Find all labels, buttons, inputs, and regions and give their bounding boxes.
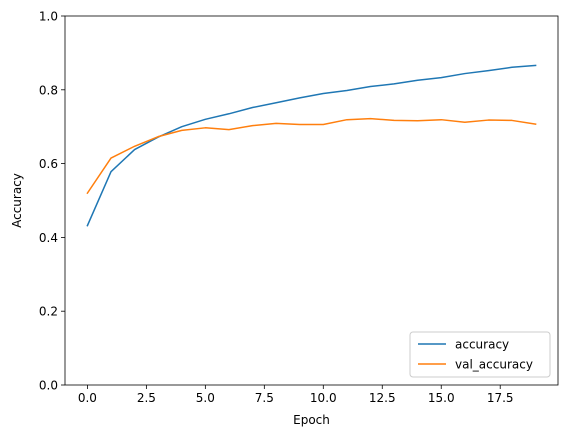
y-tick-label: 0.2	[39, 305, 58, 319]
y-tick-label: 0.0	[39, 379, 58, 393]
legend-label-accuracy: accuracy	[455, 338, 509, 352]
y-tick-label: 1.0	[39, 10, 58, 24]
x-tick-label: 17.5	[487, 391, 514, 405]
x-tick-label: 12.5	[369, 391, 396, 405]
y-axis-label: Accuracy	[10, 173, 24, 228]
y-tick-label: 0.4	[39, 231, 58, 245]
legend-label-val-accuracy: val_accuracy	[455, 358, 533, 372]
x-axis: 0.0 2.5 5.0 7.5 10.0 12.5 15.0 17.5	[78, 385, 514, 405]
x-tick-label: 10.0	[310, 391, 337, 405]
x-tick-label: 2.5	[137, 391, 156, 405]
legend: accuracy val_accuracy	[410, 332, 550, 377]
x-tick-label: 5.0	[196, 391, 215, 405]
x-axis-label: Epoch	[293, 413, 330, 427]
y-tick-label: 0.8	[39, 83, 58, 97]
x-tick-label: 0.0	[78, 391, 97, 405]
y-axis: 0.0 0.2 0.4 0.6 0.8 1.0	[39, 10, 65, 393]
x-tick-label: 7.5	[255, 391, 274, 405]
y-tick-label: 0.6	[39, 157, 58, 171]
x-tick-label: 15.0	[428, 391, 455, 405]
